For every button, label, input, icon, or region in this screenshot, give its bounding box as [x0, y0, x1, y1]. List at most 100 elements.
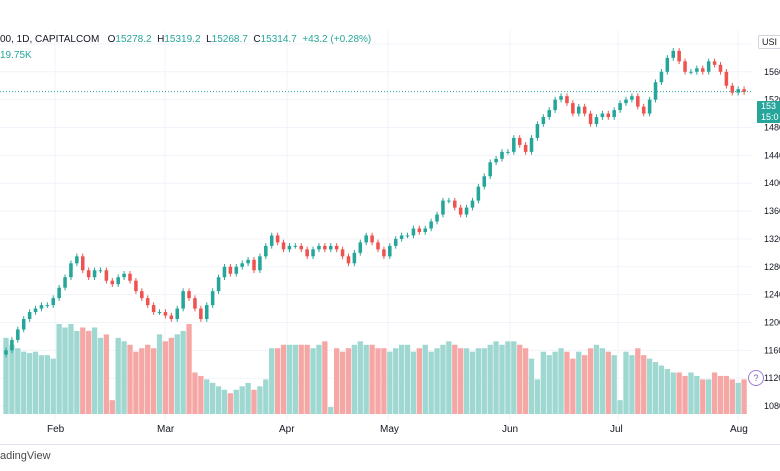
candle-body — [541, 117, 546, 125]
volume-bar — [511, 341, 517, 414]
candle-body — [582, 106, 587, 114]
x-axis-ticks: Feb Mar Apr May Jun Jul Aug — [47, 424, 748, 435]
candle-body — [33, 308, 38, 313]
volume-bar — [393, 348, 399, 414]
volume-bar — [487, 344, 493, 414]
candle-body — [494, 158, 498, 163]
volume-bar — [694, 375, 700, 414]
volume-bar — [97, 337, 104, 414]
volume-bar — [599, 348, 606, 414]
volume-bar — [564, 351, 570, 414]
volume-bar — [481, 348, 487, 414]
candle-body — [10, 339, 14, 351]
candle-body — [240, 263, 244, 267]
candle-body — [700, 68, 705, 72]
candle-body — [27, 312, 32, 320]
candle-body — [559, 96, 563, 100]
volume-bar — [546, 355, 552, 414]
candle-body — [724, 71, 729, 86]
volume-bar — [32, 351, 39, 414]
volume-bar — [86, 330, 92, 414]
volume-bar — [174, 334, 180, 414]
volume-bar — [700, 379, 706, 414]
volume-bar — [629, 355, 635, 414]
volume-bar — [641, 355, 647, 414]
candle-body — [204, 305, 209, 320]
high-label: H — [157, 34, 165, 45]
volume-bar — [670, 372, 676, 414]
volume-bar — [711, 372, 718, 414]
x-tick-label: Jul — [610, 424, 623, 435]
candle-body — [210, 291, 215, 306]
volume-bar — [121, 341, 127, 414]
candle-body — [323, 245, 327, 250]
volume-bar — [162, 341, 169, 414]
volume-bar — [404, 344, 411, 414]
candle-body — [169, 315, 174, 320]
close-value: 15314.7 — [260, 34, 297, 45]
close-label: C — [253, 34, 261, 45]
brand-text: adingView — [0, 450, 51, 462]
volume-bar — [729, 379, 735, 414]
volume-bar — [9, 344, 15, 414]
volume-bar — [44, 355, 50, 414]
volume-bar — [56, 324, 62, 414]
candle-body — [39, 305, 44, 309]
candle-body — [4, 350, 8, 355]
volume-bar — [505, 341, 511, 414]
volume-bar — [298, 344, 304, 414]
volume-bar — [357, 341, 363, 414]
volume-bar — [221, 389, 228, 414]
candle-body — [299, 245, 304, 250]
candle-body — [683, 61, 687, 72]
candle-body — [458, 207, 463, 215]
volume-bar — [251, 389, 257, 414]
volume-bar — [570, 358, 576, 414]
volume-bar — [499, 344, 505, 414]
currency-button[interactable]: USI — [758, 35, 780, 49]
volume-bar — [517, 344, 523, 414]
volume-bar — [658, 365, 665, 414]
volume-bar — [74, 330, 80, 414]
volume-bar — [576, 351, 582, 414]
y-tick-label: 13600 — [764, 206, 780, 216]
low-value: 15268.7 — [211, 34, 248, 45]
volume-bar — [168, 337, 174, 414]
volume-legend: 19.75K — [0, 50, 32, 61]
candle-body — [706, 61, 711, 72]
candle-body — [452, 200, 457, 208]
candle-body — [417, 228, 422, 232]
x-tick-label: May — [380, 424, 399, 435]
candle-body — [388, 245, 392, 257]
volume-bar — [204, 379, 210, 414]
volume-bar — [26, 353, 33, 414]
candle-body — [134, 280, 138, 292]
candle-body — [45, 305, 50, 307]
candle-body — [157, 312, 162, 314]
candle-body — [718, 64, 723, 72]
volume-bar — [522, 348, 529, 414]
candle-body — [175, 308, 180, 320]
candle-body — [659, 71, 664, 83]
candle-body — [641, 106, 646, 114]
volume-bar — [422, 344, 428, 414]
volume-bar — [50, 358, 56, 414]
volume-bar — [339, 351, 346, 414]
volume-bar — [227, 393, 234, 414]
volume-bar — [269, 348, 275, 414]
y-tick-label: 11600 — [764, 345, 780, 355]
volume-bar — [446, 341, 452, 414]
y-tick-label: 14000 — [764, 178, 780, 188]
volume-bar — [304, 344, 310, 414]
tradingview-logo-icon[interactable]: ? — [748, 370, 764, 386]
candle-body — [576, 106, 581, 114]
volume-bar — [180, 330, 186, 414]
volume-bar — [21, 351, 27, 414]
candle-body — [500, 151, 504, 159]
volume-bar — [587, 348, 594, 414]
candle-body — [517, 137, 522, 145]
candle-body — [488, 162, 492, 177]
low-label: L — [206, 34, 212, 45]
